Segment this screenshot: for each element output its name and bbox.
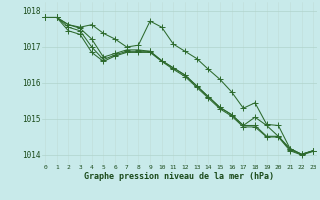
X-axis label: Graphe pression niveau de la mer (hPa): Graphe pression niveau de la mer (hPa) (84, 172, 274, 181)
